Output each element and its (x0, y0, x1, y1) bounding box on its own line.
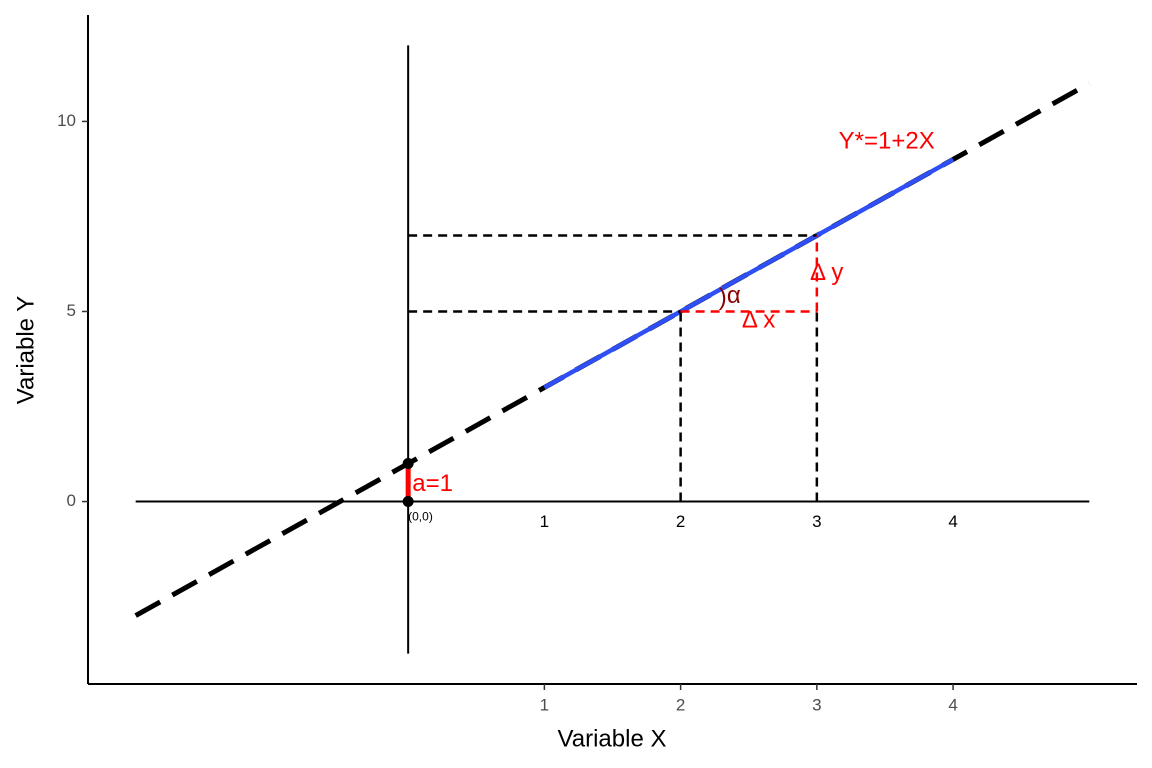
point (402, 496, 414, 508)
inner-x-label: 4 (948, 512, 957, 531)
annotation: Δ x (742, 307, 775, 334)
inner-x-label: 3 (812, 512, 821, 531)
x-tick-label: 1 (540, 695, 549, 714)
annotation: (0,0) (408, 510, 433, 524)
x-tick-label: 3 (812, 695, 821, 714)
inner-x-label: 2 (676, 512, 685, 531)
point (402, 458, 414, 470)
annotation: Δ y (810, 259, 843, 286)
annotation: Y*=1+2X (839, 128, 935, 155)
x-tick-label: 2 (676, 695, 685, 714)
y-axis-title: Variable Y (12, 296, 39, 405)
annotation: a=1 (412, 470, 453, 497)
line-solid (543, 157, 955, 390)
annotation: α (727, 282, 741, 309)
y-tick-label: 0 (67, 491, 76, 510)
y-tick-label: 10 (57, 111, 76, 130)
inner-x-label: 1 (540, 512, 549, 531)
x-tick-label: 4 (948, 695, 957, 714)
annotation: ) (719, 284, 727, 311)
y-tick-label: 5 (67, 301, 76, 320)
x-axis-title: Variable X (558, 725, 667, 752)
